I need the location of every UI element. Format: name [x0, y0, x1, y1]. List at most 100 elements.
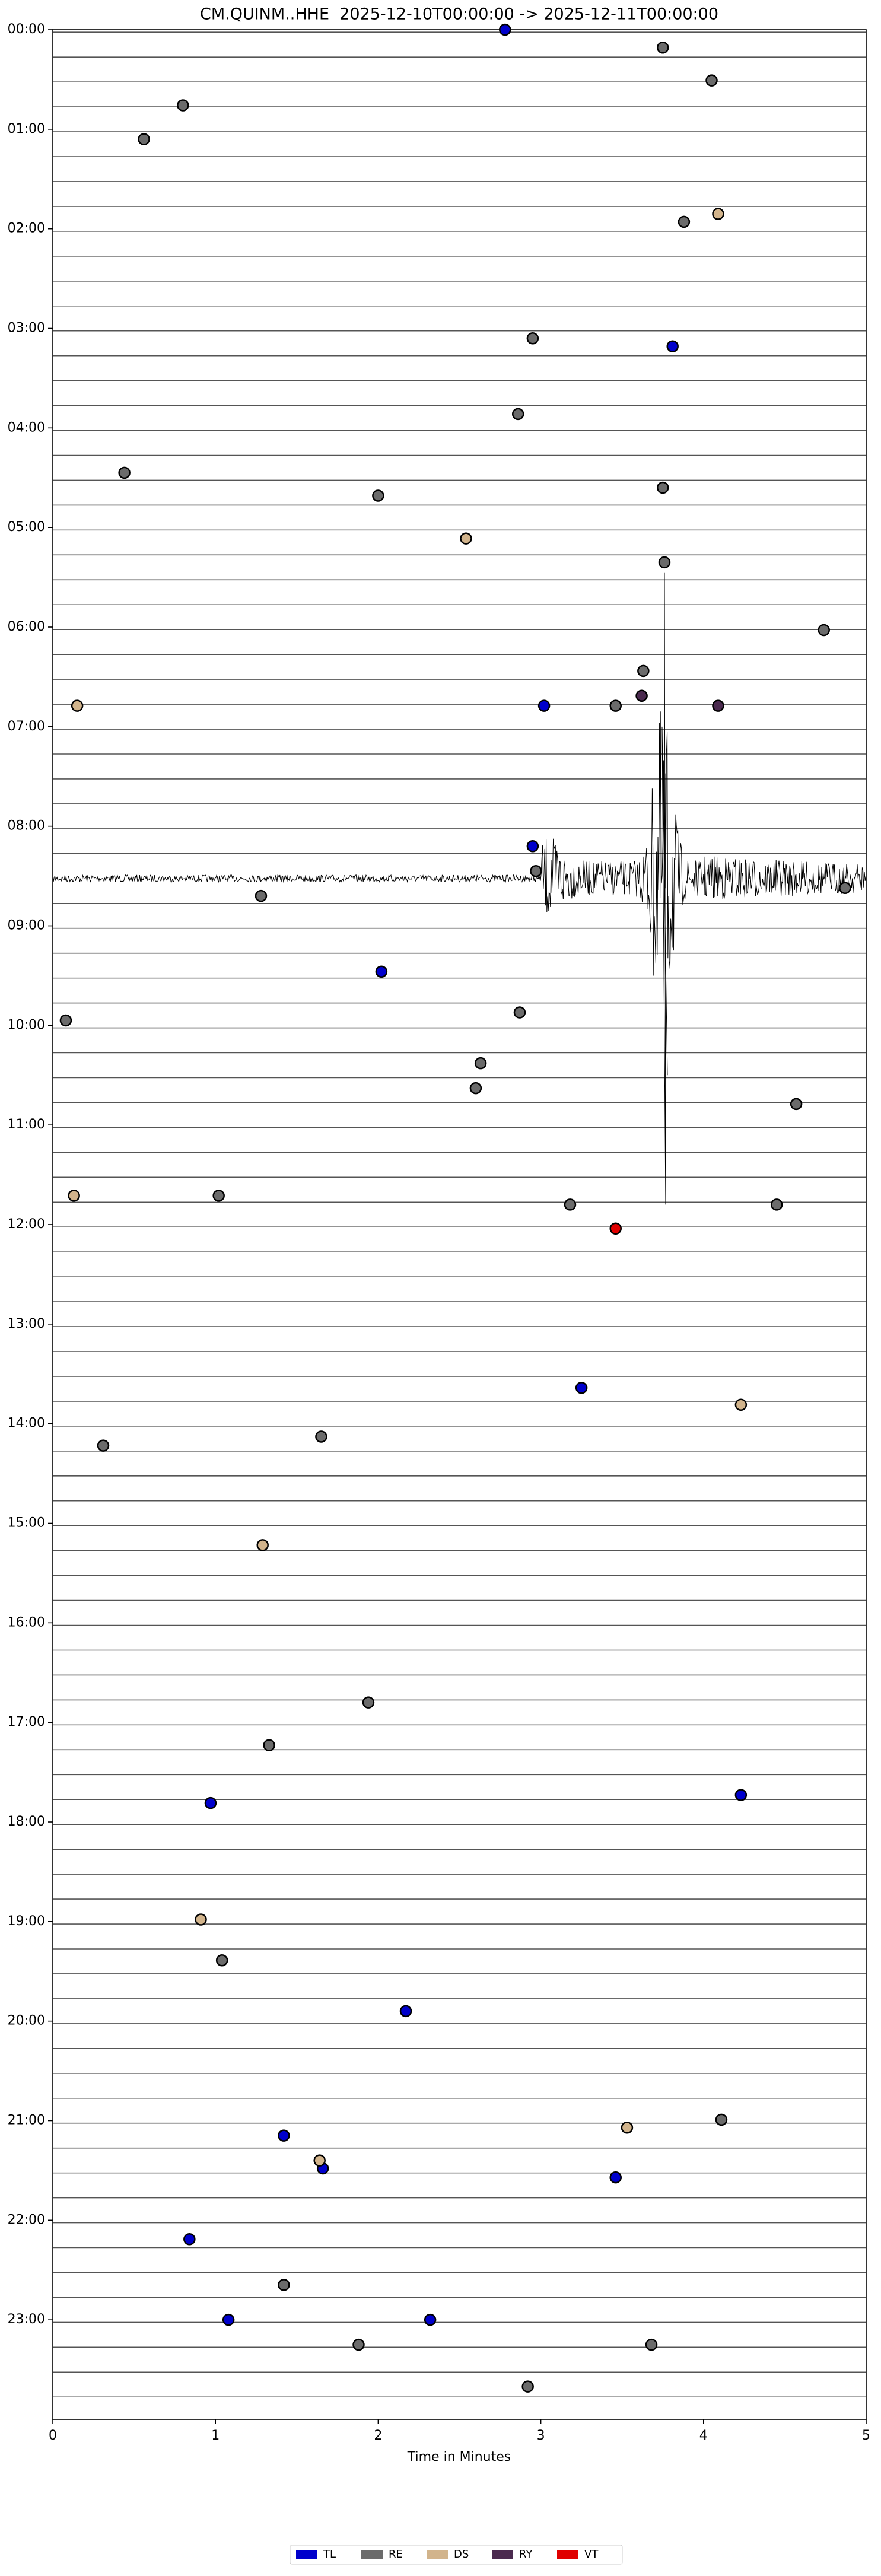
event-marker	[564, 1198, 577, 1211]
event-marker	[770, 1198, 783, 1211]
legend-swatch	[492, 2550, 513, 2559]
event-marker	[818, 624, 830, 637]
y-tick-label: 13:00	[8, 1316, 45, 1331]
event-marker	[521, 2380, 534, 2393]
event-marker	[177, 99, 189, 112]
event-marker	[537, 699, 551, 712]
y-tick-label: 16:00	[8, 1615, 45, 1630]
event-marker	[635, 689, 648, 702]
legend-label: VT	[584, 2548, 599, 2561]
event-marker	[666, 340, 679, 352]
event-marker	[375, 965, 388, 978]
plot-frame	[52, 29, 867, 2420]
event-marker	[637, 664, 650, 678]
event-marker	[362, 1696, 375, 1709]
event-marker	[460, 532, 472, 545]
event-marker	[315, 1430, 327, 1443]
event-marker	[526, 839, 539, 853]
event-marker	[183, 2232, 196, 2246]
x-axis-label: Time in Minutes	[407, 2450, 511, 2464]
event-marker	[621, 2121, 634, 2134]
y-tick-label: 23:00	[8, 2312, 45, 2327]
y-tick-label: 07:00	[8, 719, 45, 734]
event-marker	[212, 1190, 225, 1202]
legend-label: RY	[519, 2548, 533, 2561]
legend-label: TL	[323, 2548, 336, 2561]
x-tick-label: 0	[49, 2428, 57, 2443]
y-tick-label: 06:00	[8, 619, 45, 634]
y-tick-label: 09:00	[8, 918, 45, 933]
event-marker	[97, 1439, 110, 1452]
legend-swatch	[296, 2550, 317, 2559]
event-marker	[734, 1398, 748, 1411]
event-marker	[530, 864, 542, 877]
event-marker	[526, 332, 539, 345]
event-marker	[255, 889, 268, 902]
event-marker	[511, 408, 524, 421]
event-marker	[118, 466, 131, 479]
event-marker	[715, 2113, 728, 2126]
y-tick-label: 12:00	[8, 1217, 45, 1232]
y-tick-label: 02:00	[8, 221, 45, 236]
event-marker	[256, 1539, 269, 1551]
y-tick-label: 15:00	[8, 1516, 45, 1531]
x-tick-label: 2	[374, 2428, 382, 2443]
y-tick-label: 22:00	[8, 2212, 45, 2227]
event-marker	[195, 1913, 207, 1926]
event-marker	[499, 23, 511, 36]
legend-swatch	[557, 2550, 578, 2559]
y-tick-label: 00:00	[8, 22, 45, 37]
event-marker	[138, 133, 150, 145]
event-marker	[71, 699, 84, 712]
y-tick-label: 11:00	[8, 1117, 45, 1132]
event-marker	[678, 215, 691, 228]
x-tick-label: 4	[699, 2428, 708, 2443]
event-marker	[705, 74, 718, 87]
legend-swatch	[361, 2550, 383, 2559]
y-tick-label: 03:00	[8, 321, 45, 336]
event-marker	[222, 2313, 235, 2326]
event-marker	[645, 2338, 658, 2351]
event-marker	[474, 1057, 487, 1070]
waveform	[52, 711, 866, 976]
event-marker	[278, 2129, 290, 2142]
x-tick-label: 3	[537, 2428, 545, 2443]
x-tick-label: 1	[211, 2428, 220, 2443]
event-marker	[839, 882, 851, 894]
event-marker	[204, 1796, 217, 1809]
y-tick-label: 04:00	[8, 420, 45, 435]
y-tick-label: 20:00	[8, 2014, 45, 2028]
traces	[52, 31, 866, 2398]
event-marker	[59, 1014, 72, 1027]
event-marker	[575, 1381, 588, 1394]
event-marker	[313, 2154, 326, 2167]
x-tick-label: 5	[862, 2428, 870, 2443]
event-marker	[609, 2171, 622, 2184]
y-tick-label: 18:00	[8, 1814, 45, 1829]
legend-label: DS	[454, 2548, 469, 2561]
event-marker	[278, 2279, 290, 2291]
y-tick-label: 19:00	[8, 1914, 45, 1929]
event-marker	[609, 699, 622, 712]
event-marker	[68, 1190, 80, 1202]
event-marker	[513, 1006, 526, 1019]
legend-box	[290, 2545, 623, 2565]
event-marker	[657, 481, 669, 494]
event-marker	[712, 699, 724, 712]
event-marker	[712, 208, 724, 220]
y-tick-label: 21:00	[8, 2113, 45, 2128]
event-marker	[399, 2005, 412, 2018]
event-marker	[469, 1082, 482, 1095]
event-marker	[215, 1954, 228, 1967]
y-tick-label: 10:00	[8, 1017, 45, 1032]
event-marker	[263, 1739, 275, 1752]
legend-label: RE	[389, 2548, 403, 2561]
y-tick-label: 08:00	[8, 819, 45, 834]
y-tick-label: 05:00	[8, 520, 45, 535]
legend-swatch	[427, 2550, 448, 2559]
event-marker	[658, 556, 671, 569]
event-marker	[657, 41, 669, 54]
chart-title: CM.QUINM..HHE 2025-12-10T00:00:00 -> 202…	[200, 5, 718, 24]
event-marker	[734, 1789, 748, 1801]
